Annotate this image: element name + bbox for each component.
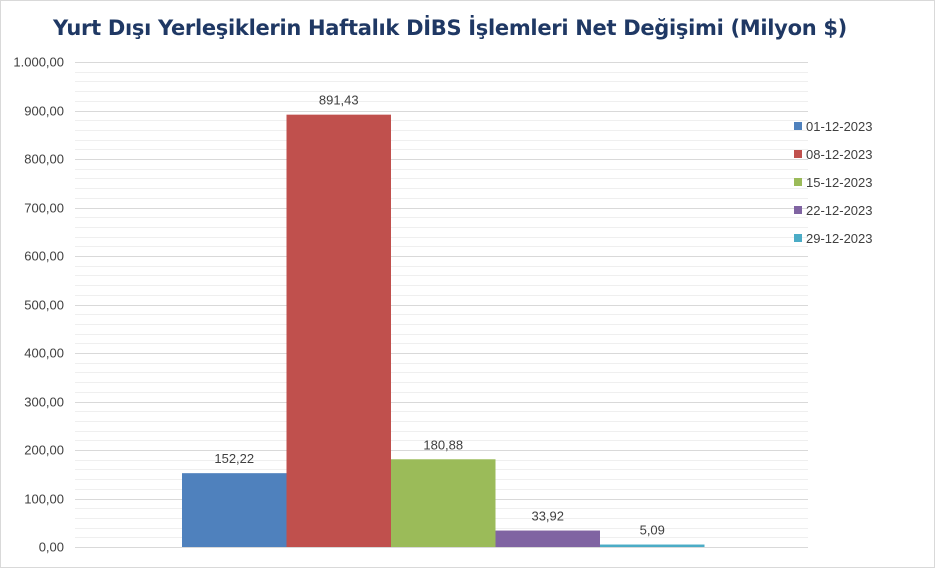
legend-label: 29-12-2023 (806, 231, 873, 246)
bar (495, 530, 600, 547)
y-tick-label: 600,00 (24, 249, 64, 264)
legend-label: 08-12-2023 (806, 147, 873, 162)
y-tick-label: 300,00 (24, 395, 64, 410)
legend-swatch (794, 150, 802, 158)
chart-title: Yurt Dışı Yerleşiklerin Haftalık DİBS İş… (53, 16, 847, 40)
data-label: 5,09 (640, 523, 665, 538)
y-tick-label: 100,00 (24, 492, 64, 507)
y-tick-label: 0,00 (39, 540, 64, 555)
data-labels: 152,22 891,43 180,88 33,92 5,09 (214, 93, 665, 538)
legend-label: 22-12-2023 (806, 203, 873, 218)
bar (286, 114, 391, 548)
data-label: 152,22 (214, 451, 254, 466)
bars (182, 114, 705, 548)
bar (600, 544, 705, 547)
legend-label: 15-12-2023 (806, 175, 873, 190)
y-tick-label: 900,00 (24, 104, 64, 119)
y-tick-label: 500,00 (24, 298, 64, 313)
data-label: 33,92 (531, 509, 564, 524)
legend-swatch (794, 122, 802, 130)
legend-label: 01-12-2023 (806, 119, 873, 134)
bar (391, 459, 496, 547)
legend-swatch (794, 234, 802, 242)
data-label: 180,88 (423, 437, 463, 452)
y-tick-label: 400,00 (24, 346, 64, 361)
y-tick-label: 200,00 (24, 443, 64, 458)
y-axis: 0,00 100,00 200,00 300,00 400,00 500,00 600,00… (13, 55, 64, 555)
y-tick-label: 1.000,00 (13, 55, 64, 70)
legend-swatch (794, 178, 802, 186)
y-tick-label: 800,00 (24, 152, 64, 167)
y-tick-label: 700,00 (24, 201, 64, 216)
bar (182, 473, 287, 547)
legend: 01-12-2023 08-12-2023 15-12-2023 22-12-2023… (794, 119, 873, 246)
data-label: 891,43 (319, 93, 359, 108)
legend-swatch (794, 206, 802, 214)
